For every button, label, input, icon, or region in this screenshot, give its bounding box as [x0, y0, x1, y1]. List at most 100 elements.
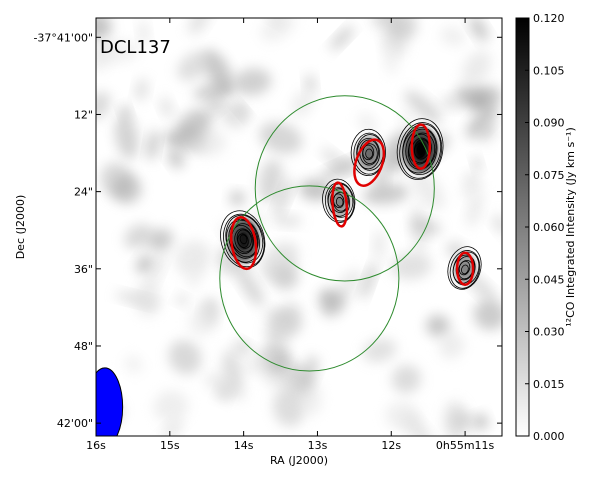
plot-border — [95, 17, 503, 437]
colorbar-tick-label: 0.030 — [533, 326, 565, 339]
contour-line — [365, 148, 373, 159]
noise-blob — [373, 229, 385, 261]
contour-line — [239, 234, 248, 245]
noise-blob — [135, 78, 148, 101]
noise-blob — [153, 390, 189, 423]
noise-blob — [112, 174, 142, 204]
noise-blob — [245, 346, 279, 375]
noise-blob — [440, 26, 466, 47]
contour-line — [396, 118, 444, 180]
contour-line — [417, 144, 425, 155]
noise-blob — [233, 68, 272, 96]
contour-line — [447, 246, 482, 290]
noise-blob — [96, 18, 112, 41]
noise-blob — [134, 281, 160, 317]
contour-line — [405, 128, 437, 170]
noise-blob — [385, 401, 421, 432]
x-tick-label: 14s — [234, 439, 254, 452]
noise-blob — [390, 252, 432, 280]
noise-blob — [177, 50, 212, 81]
primary-beam-circle — [219, 185, 400, 372]
noise-blob — [147, 228, 174, 252]
noise-blob — [305, 74, 316, 94]
noise-blob — [410, 168, 445, 210]
contour-line — [402, 127, 438, 174]
noise-blob — [260, 18, 296, 42]
contour-line — [234, 228, 254, 253]
noise-blob — [96, 39, 140, 63]
noise-blob — [188, 302, 218, 337]
noise-blob — [460, 179, 483, 200]
x-tick-label: 0h55m11s — [436, 439, 495, 452]
noise-blob — [260, 242, 299, 281]
noise-blob — [167, 149, 185, 169]
fitted-ellipse — [331, 181, 349, 228]
colorbar-tick-label: 0.045 — [533, 273, 565, 286]
fitted-ellipse — [353, 138, 386, 187]
contour-line — [408, 133, 432, 165]
contour-line — [362, 143, 378, 165]
x-tick-label: 16s — [86, 439, 106, 452]
noise-blob — [299, 178, 332, 201]
y-tick-label: -37°41'00" — [33, 31, 93, 44]
noise-blob — [404, 90, 442, 124]
noise-blob — [362, 338, 397, 363]
noise-blob — [233, 340, 252, 355]
colorbar-label: ¹²CO Integrated Intensity (Jy km s⁻¹) — [564, 127, 577, 327]
noise-blob — [439, 96, 463, 110]
noise-blob — [335, 269, 363, 299]
x-tick-label: 15s — [160, 439, 180, 452]
noise-blob — [473, 414, 489, 430]
primary-beam-layer — [219, 95, 435, 372]
noise-blob — [159, 96, 174, 119]
noise-blob — [298, 355, 319, 391]
noise-blob — [450, 411, 475, 431]
noise-blob — [168, 340, 202, 375]
noise-blob — [320, 290, 346, 317]
noise-blob — [391, 364, 421, 394]
noise-blob — [477, 120, 496, 142]
contour-line — [458, 260, 471, 276]
synthesized-beam-ellipse — [96, 367, 124, 436]
noise-blob — [272, 388, 305, 427]
colorbar-tick-label: 0.075 — [533, 169, 565, 182]
x-tick-label: 13s — [308, 439, 328, 452]
contour-line — [237, 233, 249, 248]
noise-blob — [176, 294, 188, 306]
noise-blob — [438, 332, 464, 359]
noise-blob — [330, 25, 354, 51]
contour-line — [449, 250, 481, 289]
fitted-ellipse — [410, 123, 432, 170]
noise-blob — [208, 99, 222, 113]
noise-blob — [124, 355, 143, 374]
contour-line — [228, 219, 259, 259]
noise-blob — [466, 193, 483, 227]
y-tick-label: 48" — [74, 340, 93, 353]
fitted-ellipse — [229, 216, 258, 271]
y-tick-label: 42'00" — [57, 417, 93, 430]
x-tick-label: 12s — [381, 439, 401, 452]
y-tick-label: 24" — [74, 186, 93, 199]
noise-blob — [320, 148, 356, 176]
fitted-ellipse-layer — [229, 123, 475, 287]
contour-line — [414, 142, 426, 158]
noise-blob — [162, 418, 183, 436]
contour-line — [461, 264, 469, 275]
synthesized-beam-layer — [96, 367, 124, 436]
colorbar-tick-label: 0.015 — [533, 378, 565, 391]
noise-blob — [188, 18, 211, 35]
noise-blob — [148, 251, 167, 290]
noise-blob — [446, 241, 465, 258]
y-tick-label: 12" — [74, 108, 93, 121]
noise-blob — [138, 20, 149, 45]
noise-blob — [237, 268, 264, 307]
fitted-ellipse — [455, 251, 475, 287]
colorbar-tick-label: 0.090 — [533, 117, 565, 130]
x-axis-ticks: 16s 15s 14s 13s 12s 0h55m11s — [86, 18, 495, 452]
noise-blob — [426, 314, 450, 337]
contour-line — [330, 188, 349, 213]
contour-line — [335, 197, 344, 207]
noise-blob — [362, 183, 409, 205]
noise-blob — [136, 254, 155, 275]
